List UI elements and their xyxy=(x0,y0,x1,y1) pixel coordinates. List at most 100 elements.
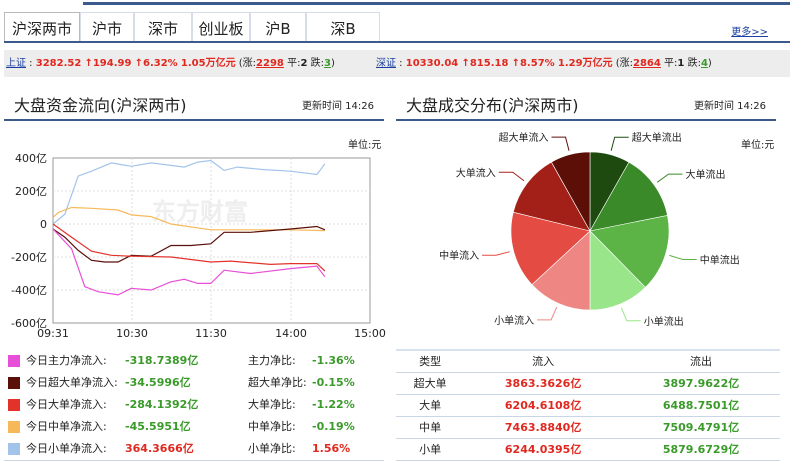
type-cell: 大单 xyxy=(396,394,465,417)
legend-label: 今日大单净流入: xyxy=(26,398,107,411)
series-line-0 xyxy=(52,159,326,225)
inflow-cell: 3863.3626亿 xyxy=(464,372,623,395)
pie-label: 大单流入 xyxy=(456,166,496,179)
distribution-title: 大盘成交分布(沪深两市) xyxy=(406,96,579,115)
legend-label: 今日主力净流入: xyxy=(26,354,107,367)
x-tick-label: 10:30 xyxy=(116,327,148,340)
legend-row: 今日小单净流入: 364.3666亿 小单净比: 1.56% xyxy=(8,438,386,460)
ratio-value: -0.19% xyxy=(312,420,355,433)
legend-swatch xyxy=(8,421,20,433)
y-tick-label: 0 xyxy=(40,218,47,231)
ratio-label: 小单净比: xyxy=(248,442,296,455)
x-tick-label: 09:31 xyxy=(37,327,69,340)
pie-slice xyxy=(589,215,670,288)
pie-leader-line xyxy=(656,173,683,183)
top-accent-line xyxy=(83,2,790,5)
series-line-3 xyxy=(52,223,326,272)
col-outflow: 流出 xyxy=(622,349,780,373)
series-line-1 xyxy=(52,206,325,232)
tab-sz[interactable]: 深市 xyxy=(134,12,192,42)
sh-percent: ↑6.32% xyxy=(134,58,178,69)
pie-slice xyxy=(510,211,591,286)
tab-underline xyxy=(4,41,790,43)
ratio-value: -0.15% xyxy=(312,376,355,389)
type-cell: 小单 xyxy=(396,438,465,461)
distribution-table: 类型 流入 流出 超大单 3863.3626亿 3897.9622亿 大单 6204.6… xyxy=(396,349,780,461)
legend-value: -45.5951亿 xyxy=(125,420,191,433)
pie-leader-line xyxy=(620,307,641,322)
up-label: 涨: xyxy=(619,58,634,69)
legend-label: 今日超大单净流入: xyxy=(26,376,118,389)
sh-up-count[interactable]: 2298 xyxy=(256,58,284,69)
index-ticker: 上证 : 3282.52 ↑194.99 ↑6.32% 1.05万亿元 (涨:2… xyxy=(4,50,790,77)
ratio-label: 主力净比: xyxy=(248,354,296,367)
outflow-cell: 3897.9622亿 xyxy=(622,372,780,395)
table-row: 小单 6244.0395亿 5879.6729亿 xyxy=(396,438,780,461)
pie-leader-line xyxy=(537,306,558,321)
pie-slice xyxy=(589,230,646,311)
y-tick-label: -400亿 xyxy=(11,284,47,297)
legend-label: 今日中单净流入: xyxy=(26,420,107,433)
sz-amount: 1.29万亿元 xyxy=(557,58,613,69)
more-link[interactable]: 更多>> xyxy=(731,27,768,38)
sh-index-link[interactable]: 上证 xyxy=(6,58,26,69)
y-tick-label: 200亿 xyxy=(15,185,47,198)
pie-label: 超大单流出 xyxy=(632,131,682,144)
pie-label: 中单流出 xyxy=(700,253,740,266)
divider xyxy=(396,119,776,121)
tab-shb[interactable]: 沪B xyxy=(250,12,306,42)
sh-flat-count: 2 xyxy=(300,58,308,69)
y-tick-label: -600亿 xyxy=(11,317,47,330)
pie-label: 小单流入 xyxy=(494,314,534,327)
ratio-value: -1.22% xyxy=(312,398,355,411)
pie-slice xyxy=(589,161,668,232)
tab-all[interactable]: 沪深两市 xyxy=(4,12,80,43)
x-tick-label: 15:00 xyxy=(354,327,386,340)
sz-change: ↑815.18 xyxy=(461,58,509,69)
outflow-cell: 6488.7501亿 xyxy=(622,394,780,417)
pie-label: 超大单流入 xyxy=(499,131,549,144)
pie-leader-line xyxy=(669,254,697,260)
table-row: 中单 7463.8840亿 7509.4791亿 xyxy=(396,416,780,439)
legend-value: -318.7389亿 xyxy=(125,354,199,367)
watermark: 东方财富 xyxy=(152,198,248,226)
tab-sh[interactable]: 沪市 xyxy=(80,12,134,42)
down-label: 跌: xyxy=(310,58,324,69)
ratio-label: 超大单净比: xyxy=(248,376,307,389)
pie-slice xyxy=(550,151,591,233)
tab-gem[interactable]: 创业板 xyxy=(192,12,250,42)
pie-slice xyxy=(512,161,591,232)
x-tick-label: 11:30 xyxy=(195,327,227,340)
ratio-label: 大单净比: xyxy=(248,398,296,411)
sh-value: 3282.52 xyxy=(35,58,82,69)
legend-swatch xyxy=(8,355,20,367)
fund-flow-legend: 今日主力净流入: -318.7389亿 主力净比: -1.36% 今日超大单净流入: -3… xyxy=(8,350,386,460)
legend-row: 今日主力净流入: -318.7389亿 主力净比: -1.36% xyxy=(8,350,386,372)
ratio-label: 中单净比: xyxy=(248,420,296,433)
sz-percent: ↑8.57% xyxy=(511,58,555,69)
legend-value: 364.3666亿 xyxy=(125,442,194,455)
up-label: 涨: xyxy=(242,58,257,69)
distribution-unit: 单位:元 xyxy=(741,140,775,151)
x-tick-label: 14:00 xyxy=(275,327,307,340)
col-inflow: 流入 xyxy=(464,349,623,373)
pie-label: 大单流出 xyxy=(686,168,726,181)
sz-up-count[interactable]: 2864 xyxy=(633,58,661,69)
sz-index-link[interactable]: 深证 xyxy=(376,58,396,69)
inflow-cell: 7463.8840亿 xyxy=(464,416,623,439)
tab-szb[interactable]: 深B xyxy=(306,12,380,42)
pie-slice xyxy=(531,230,591,311)
fund-flow-title: 大盘资金流向(沪深两市) xyxy=(14,96,187,115)
inflow-cell: 6244.0395亿 xyxy=(464,438,623,461)
sz-down-count[interactable]: 4 xyxy=(700,58,708,69)
market-tabs: 沪深两市 沪市 深市 创业板 沪B 深B xyxy=(4,12,380,43)
sh-down-count[interactable]: 3 xyxy=(323,58,331,69)
flat-label: 平: xyxy=(664,58,678,69)
legend-swatch xyxy=(8,377,20,389)
divider xyxy=(4,460,384,461)
inflow-cell: 6204.6108亿 xyxy=(464,394,623,417)
down-label: 跌: xyxy=(687,58,701,69)
legend-swatch xyxy=(8,399,20,411)
type-cell: 中单 xyxy=(396,416,465,439)
